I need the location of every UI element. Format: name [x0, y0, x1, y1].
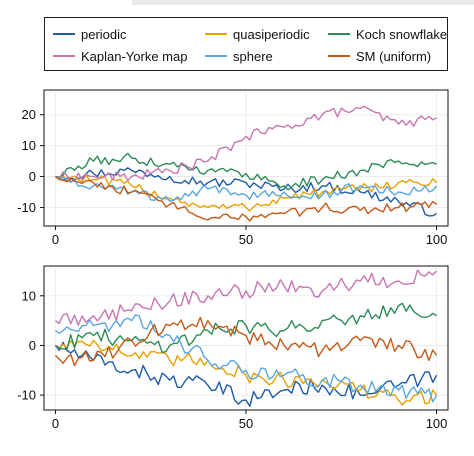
- legend-item-koch: Koch snowflake: [328, 26, 447, 42]
- series-line-periodic: [55, 167, 437, 217]
- y-tick-label: 0: [29, 169, 36, 184]
- series-line-sphere: [54, 314, 438, 403]
- legend: periodic quasiperiodic Koch snowflake Ka…: [44, 17, 448, 71]
- y-tick-label: 20: [22, 107, 36, 122]
- legend-label: sphere: [233, 48, 273, 64]
- series-line-kaplan-yorke-map: [54, 269, 438, 326]
- legend-item-sm: SM (uniform): [328, 48, 431, 64]
- legend-label: Kaplan-Yorke map: [81, 48, 188, 64]
- series-line-koch-snowflake: [55, 152, 437, 191]
- legend-swatch-kaplan: [53, 55, 75, 57]
- legend-swatch-sphere: [205, 55, 227, 57]
- x-tick-label: 0: [52, 416, 59, 431]
- x-tick-label: 50: [239, 416, 253, 431]
- legend-label: SM (uniform): [356, 48, 432, 64]
- legend-swatch-quasiperiodic: [205, 33, 227, 35]
- series-line-kaplan-yorke-map: [55, 105, 437, 182]
- legend-swatch-koch: [328, 33, 350, 35]
- series-line-sm-uniform-: [54, 175, 438, 222]
- series-line-sm-uniform-: [54, 316, 438, 367]
- x-tick-label: 50: [239, 232, 253, 247]
- series-line-periodic: [54, 341, 438, 407]
- legend-label: periodic: [81, 26, 127, 42]
- legend-swatch-periodic: [53, 33, 75, 35]
- legend-label: Koch snowflake: [356, 26, 448, 42]
- y-tick-label: -10: [17, 200, 36, 215]
- series-line-sphere: [54, 175, 438, 202]
- legend-label: quasiperiodic: [233, 26, 310, 42]
- x-tick-label: 100: [426, 232, 448, 247]
- x-tick-label: 100: [426, 416, 448, 431]
- legend-item-sphere: sphere: [205, 48, 273, 64]
- legend-item-kaplan: Kaplan-Yorke map: [53, 48, 187, 64]
- y-tick-label: 10: [22, 138, 36, 153]
- series-line-koch-snowflake: [55, 302, 437, 354]
- top-strip: [132, 0, 474, 5]
- y-tick-label: 0: [29, 338, 36, 353]
- legend-swatch-sm: [328, 55, 350, 57]
- y-tick-label: -10: [17, 388, 36, 403]
- y-tick-label: 10: [22, 288, 36, 303]
- series-line-quasiperiodic: [55, 174, 438, 212]
- legend-item-quasiperiodic: quasiperiodic: [205, 26, 310, 42]
- legend-item-periodic: periodic: [53, 26, 127, 42]
- x-tick-label: 0: [52, 232, 59, 247]
